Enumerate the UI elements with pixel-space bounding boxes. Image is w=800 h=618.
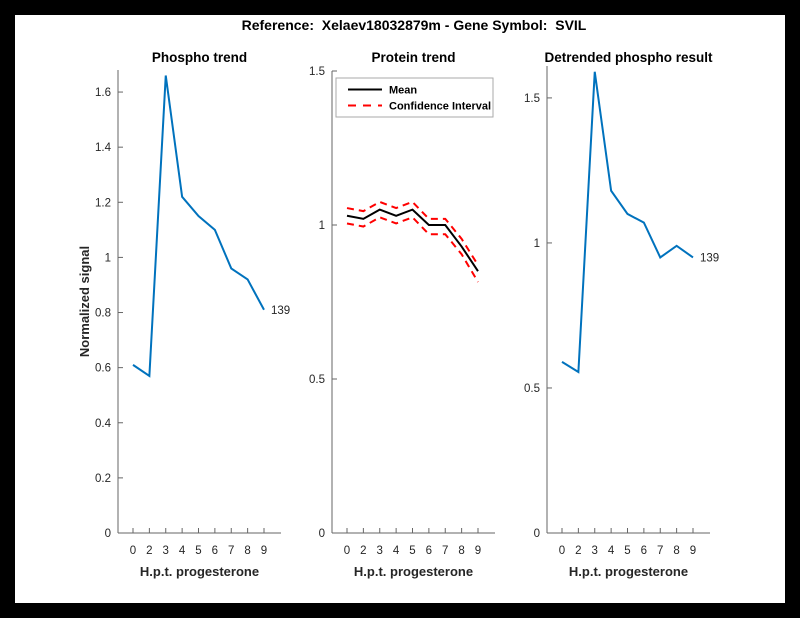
subplot-title: Phospho trend [152,50,247,65]
series-detrended-phospho [561,71,694,374]
x-tick-label: 0 [130,545,136,557]
y-tick-label: 1.2 [95,197,111,209]
x-tick-label: 9 [690,545,696,557]
x-tick-label: 3 [163,545,169,557]
x-tick-label: 2 [146,545,152,557]
legend-label-mean: Mean [389,85,417,97]
x-axis-label: H.p.t. progesterone [569,564,688,579]
series-phospho-signal [132,75,265,378]
y-tick-label: 0.8 [95,308,111,320]
x-tick-label: 9 [475,545,481,557]
x-tick-label: 8 [458,545,464,557]
x-tick-label: 0 [559,545,565,557]
x-tick-label: 6 [212,545,218,557]
x-tick-label: 3 [592,545,598,557]
x-tick-label: 6 [641,545,647,557]
y-tick-label: 0 [319,528,325,540]
series-Mean [346,208,479,272]
y-tick-label: 0.4 [95,418,112,430]
endpoint-label: 139 [700,252,719,264]
x-tick-label: 6 [426,545,432,557]
y-tick-label: 0.6 [95,363,111,375]
figure-title: Reference: Xelaev18032879m - Gene Symbol… [241,17,587,33]
y-tick-label: 0.5 [309,374,325,386]
x-axis-label: H.p.t. progesterone [140,564,259,579]
legend-box [335,77,494,118]
y-tick-label: 0.2 [95,473,111,485]
x-tick-label: 0 [344,545,350,557]
x-tick-label: 7 [442,545,448,557]
subplot-phospho-trend: 00.20.40.60.811.21.41.60 2 3 4 5 6 7 8 9Phospho … [77,50,290,579]
y-tick-label: 1.6 [95,87,111,99]
y-tick-label: 1 [105,252,111,264]
x-tick-label: 3 [377,545,383,557]
x-tick-label: 5 [409,545,415,557]
legend: Mean Confidence Interval [335,77,494,118]
y-tick-label: 1 [319,220,325,232]
x-tick-label: 4 [608,545,615,557]
legend-label-confidence-interval: Confidence Interval [389,101,491,113]
y-tick-label: 0.5 [524,383,540,395]
x-tick-label: 9 [261,545,267,557]
x-tick-label: 8 [673,545,679,557]
x-tick-label: 8 [244,545,250,557]
x-tick-label: 5 [624,545,630,557]
subplot-title: Detrended phospho result [544,50,713,65]
y-tick-label: 1.4 [95,142,112,154]
x-tick-label: 7 [657,545,663,557]
y-tick-label: 0 [534,528,540,540]
x-tick-label: 4 [393,545,400,557]
y-tick-label: 1.5 [524,93,540,105]
y-axis-label: Normalized signal [77,246,92,357]
subplot-title: Protein trend [371,50,455,65]
y-tick-label: 0 [105,528,111,540]
x-tick-label: 2 [360,545,366,557]
series-Confidence Interval lower [346,216,479,283]
x-tick-label: 2 [575,545,581,557]
x-axis-label: H.p.t. progesterone [354,564,473,579]
x-tick-label: 5 [195,545,201,557]
y-tick-label: 1 [534,238,540,250]
x-tick-label: 7 [228,545,234,557]
endpoint-label: 139 [271,305,290,317]
series-Confidence Interval upper [346,200,479,266]
y-tick-label: 1.5 [309,66,325,78]
x-tick-label: 4 [179,545,186,557]
